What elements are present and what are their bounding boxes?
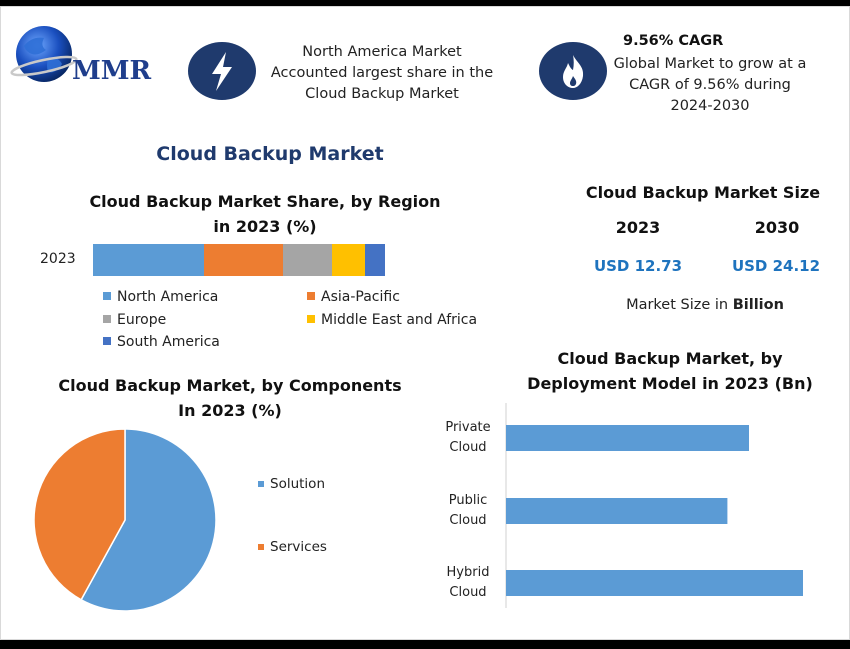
region-bar-segment-south-america [364, 244, 385, 276]
label-line: Cloud [449, 513, 487, 528]
deployment-bar-private-cloud [506, 425, 749, 451]
region-bar-segment-europe [282, 244, 333, 276]
legend-swatch [103, 292, 111, 300]
north-america-note: North America Market Accounted largest s… [270, 44, 494, 102]
components-chart-title: Cloud Backup Market, by Components In 20… [58, 376, 402, 420]
deployment-label-private-cloud: Private Cloud [433, 418, 503, 458]
flame-icon [539, 42, 607, 100]
label-line: Private [445, 420, 491, 435]
legend-swatch [307, 292, 315, 300]
region-stacked-bar [93, 244, 385, 276]
pie-slice-solution [80, 428, 217, 612]
lightning-bolt-icon [188, 42, 256, 100]
legend-item-services: Services [258, 539, 327, 555]
region-bar-segment-asia-pacific [203, 244, 283, 276]
legend-item-south-america: South America [103, 334, 220, 350]
legend-label: North America [117, 289, 219, 305]
legend-swatch [103, 315, 111, 323]
legend-item-middle-east-and-africa: Middle East and Africa [307, 312, 477, 328]
deployment-label-public-cloud: Public Cloud [433, 491, 503, 531]
cagr-title: 9.56% CAGR [623, 33, 724, 49]
legend-item-north-america: North America [103, 289, 218, 305]
cagr-note: Global Market to grow at a CAGR of 9.56%… [613, 56, 807, 114]
market-size-unit-note: Market Size in Billion [605, 297, 805, 313]
legend-label: Services [270, 539, 327, 555]
deployment-bar-chart [505, 403, 803, 608]
pie-slice-services [33, 428, 126, 601]
legend-swatch [307, 315, 315, 323]
components-pie-chart [33, 428, 217, 612]
legend-label: South America [117, 334, 220, 350]
deployment-bar-public-cloud [506, 498, 728, 524]
market-size-value-2030: USD 24.12 [731, 257, 821, 275]
unit-note-prefix: Market Size in [626, 297, 733, 313]
region-year-label: 2023 [40, 251, 76, 267]
legend-label: Europe [117, 312, 167, 328]
unit-note-bold: Billion [732, 297, 784, 313]
legend-swatch [258, 544, 264, 550]
legend-label: Middle East and Africa [321, 312, 478, 328]
logo-text: MMR [72, 56, 152, 86]
region-bar-segment-north-america [93, 244, 204, 276]
globe-logo-icon [10, 26, 78, 82]
market-size-title: Cloud Backup Market Size [585, 183, 821, 202]
legend-swatch [258, 481, 264, 487]
main-title: Cloud Backup Market [156, 143, 384, 165]
legend-swatch [103, 337, 111, 345]
label-line: Cloud [449, 440, 487, 455]
region-bar-segment-middle-east-and-africa [332, 244, 365, 276]
legend-label: Asia-Pacific [321, 289, 400, 305]
label-line: Public [448, 493, 488, 508]
deployment-label-hybrid-cloud: Hybrid Cloud [433, 563, 503, 603]
deployment-chart-title: Cloud Backup Market, by Deployment Model… [527, 349, 813, 393]
legend-item-europe: Europe [103, 312, 166, 328]
deployment-bar-hybrid-cloud [506, 570, 803, 596]
legend-label: Solution [270, 476, 325, 492]
market-size-value-2023: USD 12.73 [593, 257, 683, 275]
legend-item-asia-pacific: Asia-Pacific [307, 289, 400, 305]
market-size-year-2023: 2023 [615, 218, 661, 237]
label-line: Cloud [449, 585, 487, 600]
market-size-year-2030: 2030 [754, 218, 800, 237]
label-line: Hybrid [446, 565, 490, 580]
region-chart-title: Cloud Backup Market Share, by Region in … [89, 192, 441, 236]
legend-item-solution: Solution [258, 476, 325, 492]
